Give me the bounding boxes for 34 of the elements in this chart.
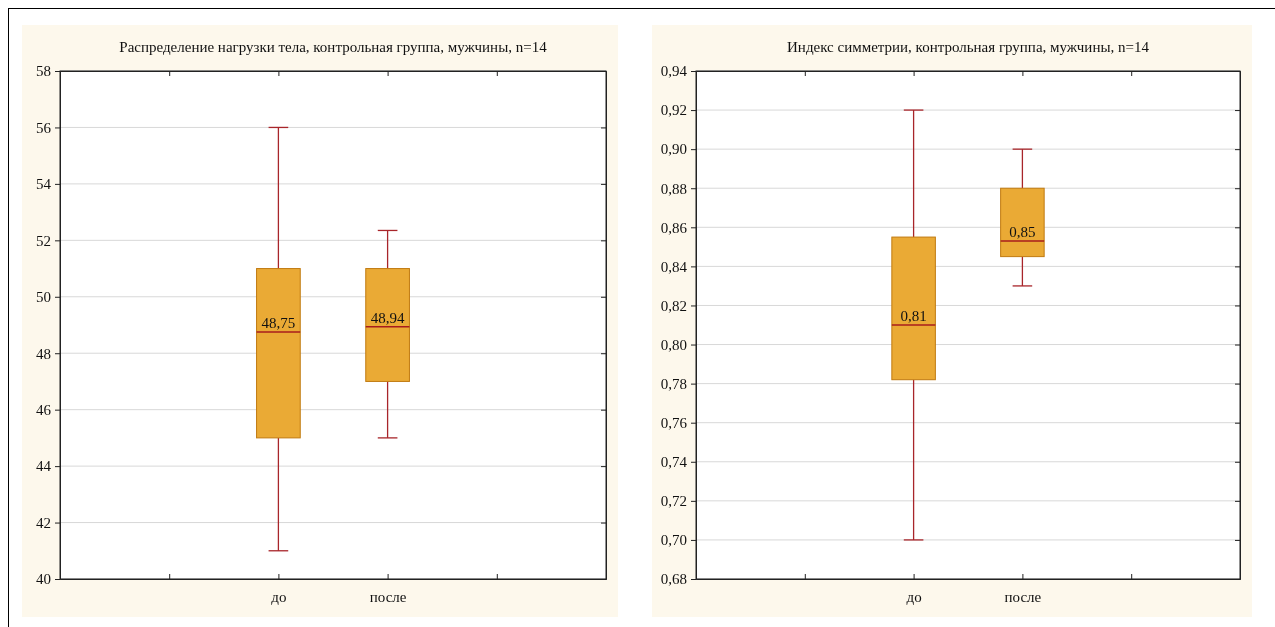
x-tick-label: после <box>1004 588 1042 605</box>
x-tick-label: до <box>271 588 287 605</box>
y-tick-label: 0,84 <box>660 258 688 275</box>
y-tick-label: 54 <box>36 176 52 193</box>
y-tick-label: 0,80 <box>660 336 687 353</box>
y-tick-label: 56 <box>36 119 52 136</box>
y-tick-label: 0,82 <box>660 297 687 314</box>
y-tick-label: 0,70 <box>660 532 687 549</box>
y-tick-label: 50 <box>36 289 51 306</box>
y-tick-label: 0,74 <box>660 454 688 471</box>
annotation: 48,94 <box>370 309 405 326</box>
y-tick-label: 0,94 <box>660 63 688 80</box>
y-tick-label: 0,68 <box>660 571 687 588</box>
y-tick-label: 0,76 <box>660 414 688 431</box>
y-tick-label: 0,88 <box>660 180 687 197</box>
y-tick-label: 46 <box>36 401 52 418</box>
chart-title: Индекс симметрии, контрольная группа, мужчины, n=14 <box>787 39 1150 55</box>
annotation: 48,75 <box>261 315 296 332</box>
y-tick-label: 0,86 <box>660 219 688 236</box>
chart-title: Распределение нагрузки тела, контрольная группа, мужчины, n=14 <box>119 39 548 55</box>
y-tick-label: 0,72 <box>660 493 687 510</box>
x-tick-label: после <box>369 588 407 605</box>
x-tick-label: до <box>906 588 922 605</box>
annotation: 0,81 <box>900 308 927 324</box>
y-tick-label: 52 <box>36 232 51 249</box>
y-tick-label: 0,92 <box>660 102 687 119</box>
y-tick-label: 0,90 <box>660 141 687 158</box>
y-tick-label: 40 <box>36 571 51 588</box>
y-tick-label: 44 <box>36 458 52 475</box>
y-tick-label: 0,78 <box>660 375 687 392</box>
y-tick-label: 58 <box>36 63 51 80</box>
y-tick-label: 42 <box>36 514 51 531</box>
y-tick-label: 48 <box>36 345 51 362</box>
annotation: 0,85 <box>1009 223 1036 240</box>
